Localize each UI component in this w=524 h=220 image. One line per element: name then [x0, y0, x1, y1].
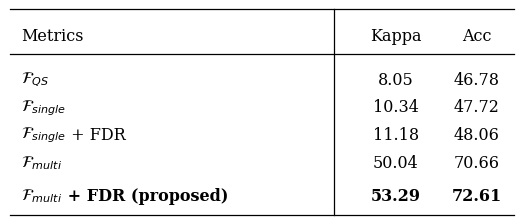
Text: + FDR (proposed): + FDR (proposed): [62, 188, 228, 205]
Text: 53.29: 53.29: [370, 188, 421, 205]
Text: + FDR: + FDR: [66, 127, 126, 144]
Text: Metrics: Metrics: [21, 28, 83, 45]
Text: Acc: Acc: [462, 28, 492, 45]
Text: 48.06: 48.06: [454, 127, 500, 144]
Text: $\mathcal{F}_{multi}$: $\mathcal{F}_{multi}$: [21, 187, 62, 205]
Text: $\mathcal{F}_{single}$: $\mathcal{F}_{single}$: [21, 98, 66, 118]
Text: 8.05: 8.05: [378, 72, 413, 89]
Text: $\mathcal{F}_{single}$: $\mathcal{F}_{single}$: [21, 125, 66, 145]
Text: 50.04: 50.04: [373, 155, 419, 172]
Text: $\mathcal{F}_{QS}$: $\mathcal{F}_{QS}$: [21, 71, 49, 90]
Text: 72.61: 72.61: [452, 188, 502, 205]
Text: Kappa: Kappa: [370, 28, 421, 45]
Text: 47.72: 47.72: [454, 99, 500, 116]
Text: 11.18: 11.18: [373, 127, 419, 144]
Text: $\mathcal{F}_{multi}$: $\mathcal{F}_{multi}$: [21, 154, 62, 172]
Text: 46.78: 46.78: [454, 72, 500, 89]
Text: 10.34: 10.34: [373, 99, 419, 116]
Text: 70.66: 70.66: [454, 155, 500, 172]
